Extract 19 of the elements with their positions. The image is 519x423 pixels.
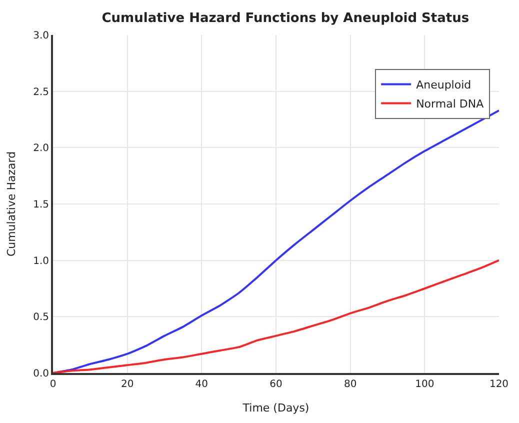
y-axis-title: Cumulative Hazard bbox=[5, 151, 18, 257]
y-tick-label: 1.0 bbox=[33, 256, 49, 267]
chart-title: Cumulative Hazard Functions by Aneuploid Status bbox=[102, 10, 470, 26]
legend-label: Normal DNA bbox=[416, 98, 484, 111]
x-tick-label: 120 bbox=[489, 379, 509, 390]
y-tick-label: 1.5 bbox=[33, 200, 49, 210]
x-tick-label: 100 bbox=[415, 379, 434, 390]
x-tick-label: 40 bbox=[195, 379, 208, 390]
y-tick-label: 3.0 bbox=[33, 30, 49, 42]
x-tick-label: 60 bbox=[270, 379, 282, 390]
x-tick-label: 0 bbox=[50, 379, 56, 390]
y-tick-label: 0.5 bbox=[33, 312, 49, 324]
y-tick-label: 2.5 bbox=[33, 86, 49, 98]
y-tick-label: 0.0 bbox=[33, 368, 49, 380]
x-axis-title: Time (Days) bbox=[242, 402, 310, 415]
y-tick-label: 2.0 bbox=[33, 143, 49, 154]
x-tick-label: 80 bbox=[344, 379, 357, 390]
legend-label: Aneuploid bbox=[416, 78, 472, 92]
x-tick-label: 20 bbox=[120, 379, 134, 390]
